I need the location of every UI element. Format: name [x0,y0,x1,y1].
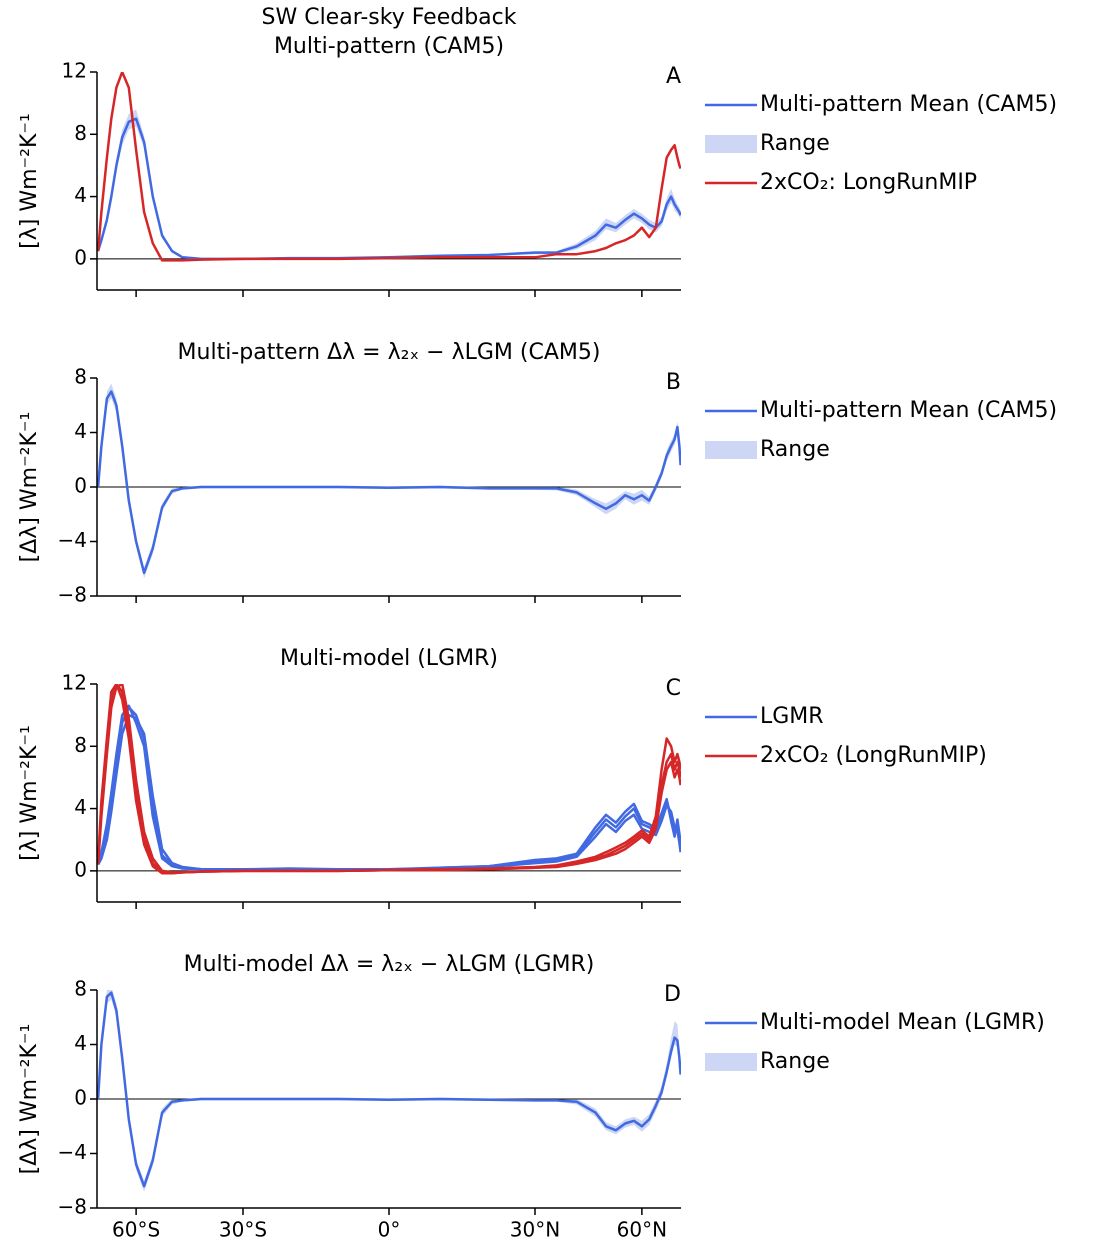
legend-label: LGMR [760,704,824,729]
member-line [97,713,681,872]
x-tick-label: 60°N [617,1218,667,1242]
y-tick-label: 0 [74,857,87,881]
legend-label: Multi-model Mean (LGMR) [760,1010,1045,1035]
member-line [97,684,681,875]
member-line [97,704,681,872]
chart-title: Multi-model Δλ = λ₂ₓ − λLGM (LGMR) [184,952,595,977]
legend-label: Range [760,131,830,156]
legend-swatch [705,1053,757,1071]
legend-swatch [705,441,757,459]
legend-label: Multi-pattern Mean (CAM5) [760,92,1057,117]
y-tick-label: 0 [74,474,87,498]
panel-label: C [666,676,681,701]
chart-title: Multi-pattern Δλ = λ₂ₓ − λLGM (CAM5) [178,340,601,365]
line [97,991,681,1188]
y-tick-label: 0 [74,1086,87,1110]
x-tick-label: 30°N [510,1218,560,1242]
y-tick-label: −8 [58,1195,87,1219]
legend-label: Range [760,437,830,462]
y-tick-label: 4 [74,1031,87,1055]
y-tick-label: 8 [74,365,87,389]
y-axis-label: [λ] Wm⁻²K⁻¹ [17,113,42,249]
legend-label: 2xCO₂ (LongRunMIP) [760,743,987,768]
line [97,117,681,261]
chart-title: Multi-model (LGMR) [280,646,498,671]
y-tick-label: 0 [74,245,87,269]
member-line [97,684,681,874]
range-band [98,990,681,1192]
y-tick-label: 8 [74,733,87,757]
x-tick-label: 60°S [112,1218,160,1242]
y-tick-label: 12 [62,671,87,695]
chart-subtitle: Multi-pattern (CAM5) [274,34,504,59]
range-band [98,383,681,579]
legend-swatch [705,135,757,153]
legend-label: 2xCO₂: LongRunMIP [760,170,977,195]
member-line [97,706,681,871]
y-tick-label: 4 [74,419,87,443]
legend-label: Multi-pattern Mean (CAM5) [760,398,1057,423]
chart-title: SW Clear-sky Feedback [262,5,517,30]
y-axis-label: [λ] Wm⁻²K⁻¹ [17,725,42,861]
panel-label: D [664,982,681,1007]
y-tick-label: 12 [62,59,87,83]
panel-label: A [666,64,681,89]
y-tick-label: 8 [74,977,87,1001]
x-tick-label: 30°S [219,1218,267,1242]
y-axis-label: [Δλ] Wm⁻²K⁻¹ [17,412,42,563]
member-line [97,684,681,875]
line [97,72,681,262]
panel-label: B [666,370,681,395]
y-tick-label: 4 [74,795,87,819]
y-axis-label: [Δλ] Wm⁻²K⁻¹ [17,1024,42,1175]
y-tick-label: 4 [74,183,87,207]
line [97,390,681,575]
legend-label: Range [760,1049,830,1074]
y-tick-label: −8 [58,583,87,607]
y-tick-label: −4 [58,1140,87,1164]
x-tick-label: 0° [378,1218,401,1242]
y-tick-label: 8 [74,121,87,145]
y-tick-label: −4 [58,528,87,552]
